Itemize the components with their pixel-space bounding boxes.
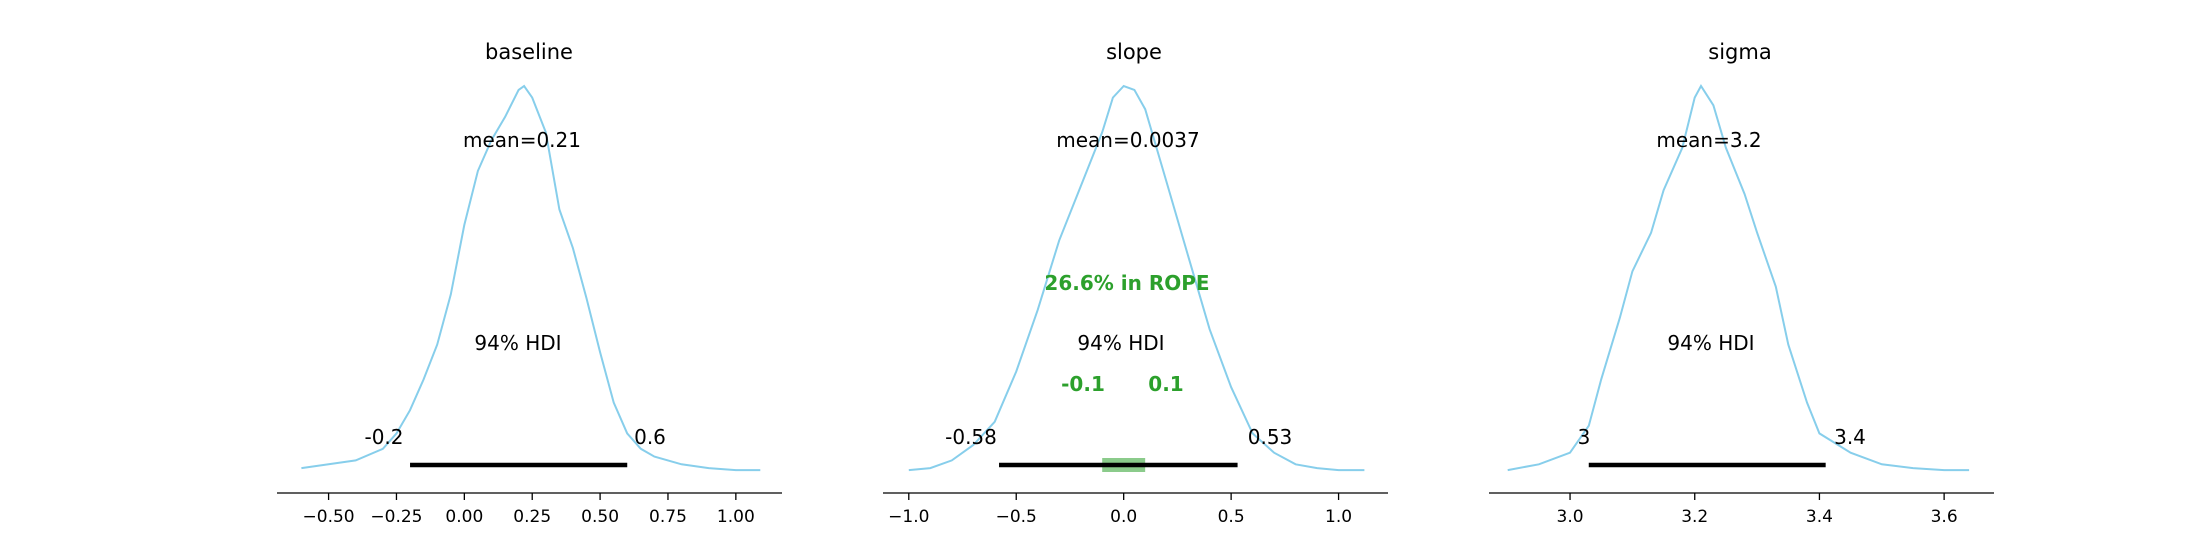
- x-tick-label: 0.0: [1110, 507, 1137, 527]
- panel-slope: slope mean=0.0037 26.6% in ROPE 94% HDI …: [883, 40, 1388, 527]
- hdi-low-label: -0.2: [364, 425, 403, 449]
- density-curve: [908, 84, 1365, 472]
- hdi-low-label: -0.58: [945, 425, 997, 449]
- x-tick-label: 0.25: [513, 507, 551, 527]
- x-tick-label: −0.5: [996, 507, 1037, 527]
- hdi-high-label: 0.6: [634, 425, 666, 449]
- x-tick-label: 1.0: [1325, 507, 1352, 527]
- mean-label: mean=0.21: [463, 128, 581, 152]
- hdi-high-label: 0.53: [1248, 425, 1293, 449]
- panel-sigma: sigma mean=3.2 94% HDI 3 3.4 3.0 3.2 3.4 3.…: [1489, 40, 1994, 527]
- x-tick-label: 0.75: [649, 507, 687, 527]
- hdi-label: 94% HDI: [1077, 331, 1164, 355]
- rope-high-label: 0.1: [1148, 372, 1183, 396]
- x-axis-ticks: −1.0 −0.5 0.0 0.5 1.0: [888, 493, 1352, 527]
- rope-low-label: -0.1: [1061, 372, 1105, 396]
- x-axis-ticks: −0.50 −0.25 0.00 0.25 0.50 0.75 1.00: [303, 493, 755, 527]
- mean-label: mean=0.0037: [1056, 128, 1199, 152]
- density-curve: [301, 84, 761, 472]
- hdi-low-label: 3: [1578, 425, 1591, 449]
- density-curve: [1507, 84, 1970, 472]
- x-tick-label: 3.0: [1557, 507, 1584, 527]
- x-tick-label: 3.6: [1931, 507, 1958, 527]
- x-tick-label: 0.00: [445, 507, 483, 527]
- panel-title: baseline: [485, 40, 573, 64]
- x-tick-label: 3.4: [1806, 507, 1833, 527]
- x-tick-label: 0.50: [581, 507, 619, 527]
- x-tick-label: −0.25: [370, 507, 422, 527]
- hdi-label: 94% HDI: [1667, 331, 1754, 355]
- panel-baseline: baseline mean=0.21 94% HDI -0.2 0.6 −0.5…: [277, 40, 782, 527]
- hdi-high-label: 3.4: [1834, 425, 1866, 449]
- x-tick-label: 1.00: [717, 507, 755, 527]
- rope-percent-label: 26.6% in ROPE: [1044, 271, 1209, 295]
- x-tick-label: −0.50: [303, 507, 355, 527]
- x-tick-label: 0.5: [1218, 507, 1245, 527]
- x-axis-ticks: 3.0 3.2 3.4 3.6: [1557, 493, 1958, 527]
- panel-title: slope: [1106, 40, 1162, 64]
- panel-title: sigma: [1708, 40, 1771, 64]
- mean-label: mean=3.2: [1656, 128, 1761, 152]
- hdi-label: 94% HDI: [474, 331, 561, 355]
- x-tick-label: −1.0: [888, 507, 929, 527]
- x-tick-label: 3.2: [1681, 507, 1708, 527]
